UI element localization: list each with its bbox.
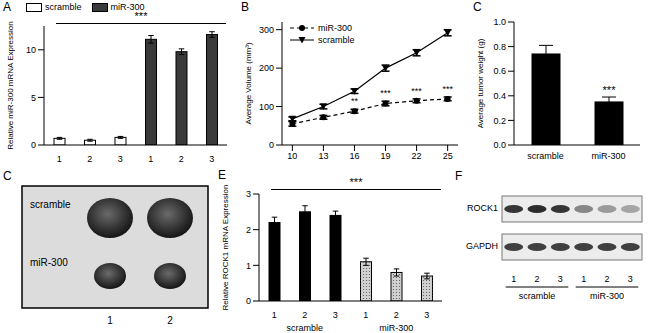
svg-text:ROCK1: ROCK1 bbox=[467, 203, 498, 213]
svg-text:1: 1 bbox=[107, 315, 113, 326]
svg-text:1: 1 bbox=[272, 310, 277, 320]
svg-text:25: 25 bbox=[443, 151, 453, 161]
html-text:scramble: scramble bbox=[45, 2, 82, 12]
html-text:C: C bbox=[473, 0, 482, 14]
svg-text:2: 2 bbox=[167, 315, 173, 326]
html-text:B: B bbox=[241, 0, 249, 14]
svg-text:10: 10 bbox=[26, 45, 36, 55]
svg-text:scramble: scramble bbox=[519, 291, 556, 301]
svg-text:**: ** bbox=[351, 96, 359, 106]
html-text:miR-300: miR-300 bbox=[318, 23, 352, 33]
svg-text:Average tumor weight (g): Average tumor weight (g) bbox=[476, 38, 485, 128]
svg-text:1: 1 bbox=[581, 274, 586, 284]
svg-text:2: 2 bbox=[394, 310, 399, 320]
svg-text:***: *** bbox=[380, 88, 391, 98]
svg-text:3: 3 bbox=[246, 189, 251, 199]
svg-text:200: 200 bbox=[259, 63, 274, 73]
svg-text:miR-300: miR-300 bbox=[30, 257, 68, 268]
svg-text:C: C bbox=[3, 169, 12, 183]
html-text:E: E bbox=[218, 168, 226, 182]
svg-text:***: *** bbox=[442, 84, 453, 94]
svg-text:1: 1 bbox=[57, 154, 62, 164]
svg-text:1: 1 bbox=[363, 310, 368, 320]
svg-text:***: *** bbox=[411, 86, 422, 96]
svg-text:0: 0 bbox=[269, 140, 274, 150]
html-text:miR-300: miR-300 bbox=[110, 2, 145, 12]
svg-text:0.0: 0.0 bbox=[493, 140, 506, 150]
svg-text:1: 1 bbox=[511, 274, 516, 284]
svg-text:5: 5 bbox=[31, 93, 36, 103]
svg-text:3: 3 bbox=[333, 310, 338, 320]
html-text:scramble: scramble bbox=[318, 35, 355, 45]
svg-text:2: 2 bbox=[534, 274, 539, 284]
svg-text:0.4: 0.4 bbox=[493, 91, 506, 101]
svg-text:3: 3 bbox=[558, 274, 563, 284]
svg-text:100: 100 bbox=[259, 102, 274, 112]
svg-text:10: 10 bbox=[287, 151, 297, 161]
svg-text:2: 2 bbox=[179, 154, 184, 164]
svg-text:***: *** bbox=[603, 84, 617, 96]
svg-text:2: 2 bbox=[246, 225, 251, 235]
svg-text:0.6: 0.6 bbox=[493, 66, 506, 76]
svg-text:2: 2 bbox=[604, 274, 609, 284]
svg-text:0: 0 bbox=[246, 296, 251, 306]
svg-text:3: 3 bbox=[118, 154, 123, 164]
svg-text:13: 13 bbox=[318, 151, 328, 161]
svg-text:300: 300 bbox=[259, 25, 274, 35]
svg-text:2: 2 bbox=[302, 310, 307, 320]
svg-text:22: 22 bbox=[412, 151, 422, 161]
svg-text:3: 3 bbox=[628, 274, 633, 284]
svg-text:Average Volume (mm³): Average Volume (mm³) bbox=[244, 42, 253, 124]
svg-text:GAPDH: GAPDH bbox=[466, 241, 498, 251]
html-text:A: A bbox=[3, 0, 11, 14]
svg-text:1.0: 1.0 bbox=[493, 17, 506, 27]
svg-text:1: 1 bbox=[246, 261, 251, 271]
svg-text:miR-300: miR-300 bbox=[379, 323, 413, 333]
svg-text:0: 0 bbox=[31, 140, 36, 150]
svg-text:scramble: scramble bbox=[30, 199, 71, 210]
svg-text:2: 2 bbox=[87, 154, 92, 164]
svg-text:3: 3 bbox=[424, 310, 429, 320]
svg-text:miR-300: miR-300 bbox=[591, 151, 625, 161]
svg-text:3: 3 bbox=[209, 154, 214, 164]
svg-text:1: 1 bbox=[148, 154, 153, 164]
svg-text:Relative miR-300 mRNA Expressi: Relative miR-300 mRNA Expression bbox=[6, 21, 15, 150]
svg-text:0.8: 0.8 bbox=[493, 42, 506, 52]
svg-text:F: F bbox=[455, 169, 462, 183]
svg-text:Relative ROCK1 mRNA Expression: Relative ROCK1 mRNA Expression bbox=[221, 185, 230, 311]
svg-text:scramble: scramble bbox=[527, 151, 564, 161]
svg-text:0.2: 0.2 bbox=[493, 116, 506, 126]
svg-text:scramble: scramble bbox=[286, 323, 323, 333]
svg-text:16: 16 bbox=[349, 151, 359, 161]
svg-text:miR-300: miR-300 bbox=[590, 291, 624, 301]
svg-text:19: 19 bbox=[381, 151, 391, 161]
